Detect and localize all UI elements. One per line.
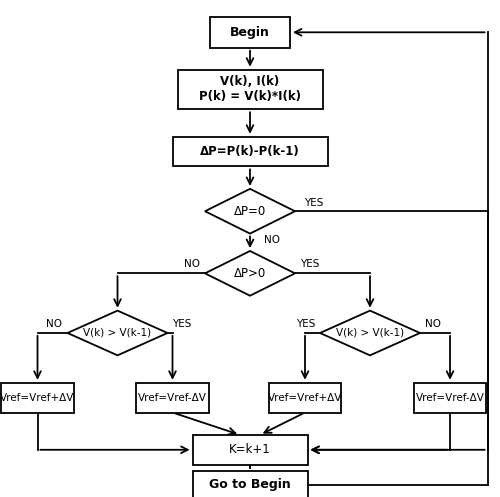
Text: NO: NO xyxy=(184,259,200,269)
FancyBboxPatch shape xyxy=(210,17,290,48)
Text: ΔP>0: ΔP>0 xyxy=(234,267,266,280)
Text: Go to Begin: Go to Begin xyxy=(209,478,291,491)
Text: K=k+1: K=k+1 xyxy=(229,443,271,456)
Text: ΔP=0: ΔP=0 xyxy=(234,205,266,218)
Text: YES: YES xyxy=(296,319,315,329)
Polygon shape xyxy=(68,311,168,355)
FancyBboxPatch shape xyxy=(136,383,209,413)
FancyBboxPatch shape xyxy=(2,383,74,413)
Text: Begin: Begin xyxy=(230,26,270,39)
Polygon shape xyxy=(205,189,295,234)
FancyBboxPatch shape xyxy=(192,471,308,497)
Text: NO: NO xyxy=(425,319,441,329)
Text: Vref=Vref-ΔV: Vref=Vref-ΔV xyxy=(416,393,484,403)
FancyBboxPatch shape xyxy=(178,70,322,109)
FancyBboxPatch shape xyxy=(192,435,308,465)
Text: V(k), I(k)
P(k) = V(k)*I(k): V(k), I(k) P(k) = V(k)*I(k) xyxy=(199,76,301,103)
Text: V(k) > V(k-1): V(k) > V(k-1) xyxy=(336,328,404,338)
Text: Vref=Vref+ΔV: Vref=Vref+ΔV xyxy=(0,393,74,403)
FancyBboxPatch shape xyxy=(269,383,341,413)
Text: Vref=Vref-ΔV: Vref=Vref-ΔV xyxy=(138,393,207,403)
Polygon shape xyxy=(205,251,295,296)
FancyBboxPatch shape xyxy=(172,137,328,166)
Polygon shape xyxy=(320,311,420,355)
Text: NO: NO xyxy=(264,235,280,245)
Text: ΔP=P(k)-P(k-1): ΔP=P(k)-P(k-1) xyxy=(200,145,300,158)
FancyBboxPatch shape xyxy=(414,383,486,413)
Text: Vref=Vref+ΔV: Vref=Vref+ΔV xyxy=(268,393,342,403)
Text: V(k) > V(k-1): V(k) > V(k-1) xyxy=(84,328,152,338)
Text: YES: YES xyxy=(300,259,320,269)
Text: YES: YES xyxy=(172,319,192,329)
Text: NO: NO xyxy=(46,319,62,329)
Text: YES: YES xyxy=(304,198,324,208)
